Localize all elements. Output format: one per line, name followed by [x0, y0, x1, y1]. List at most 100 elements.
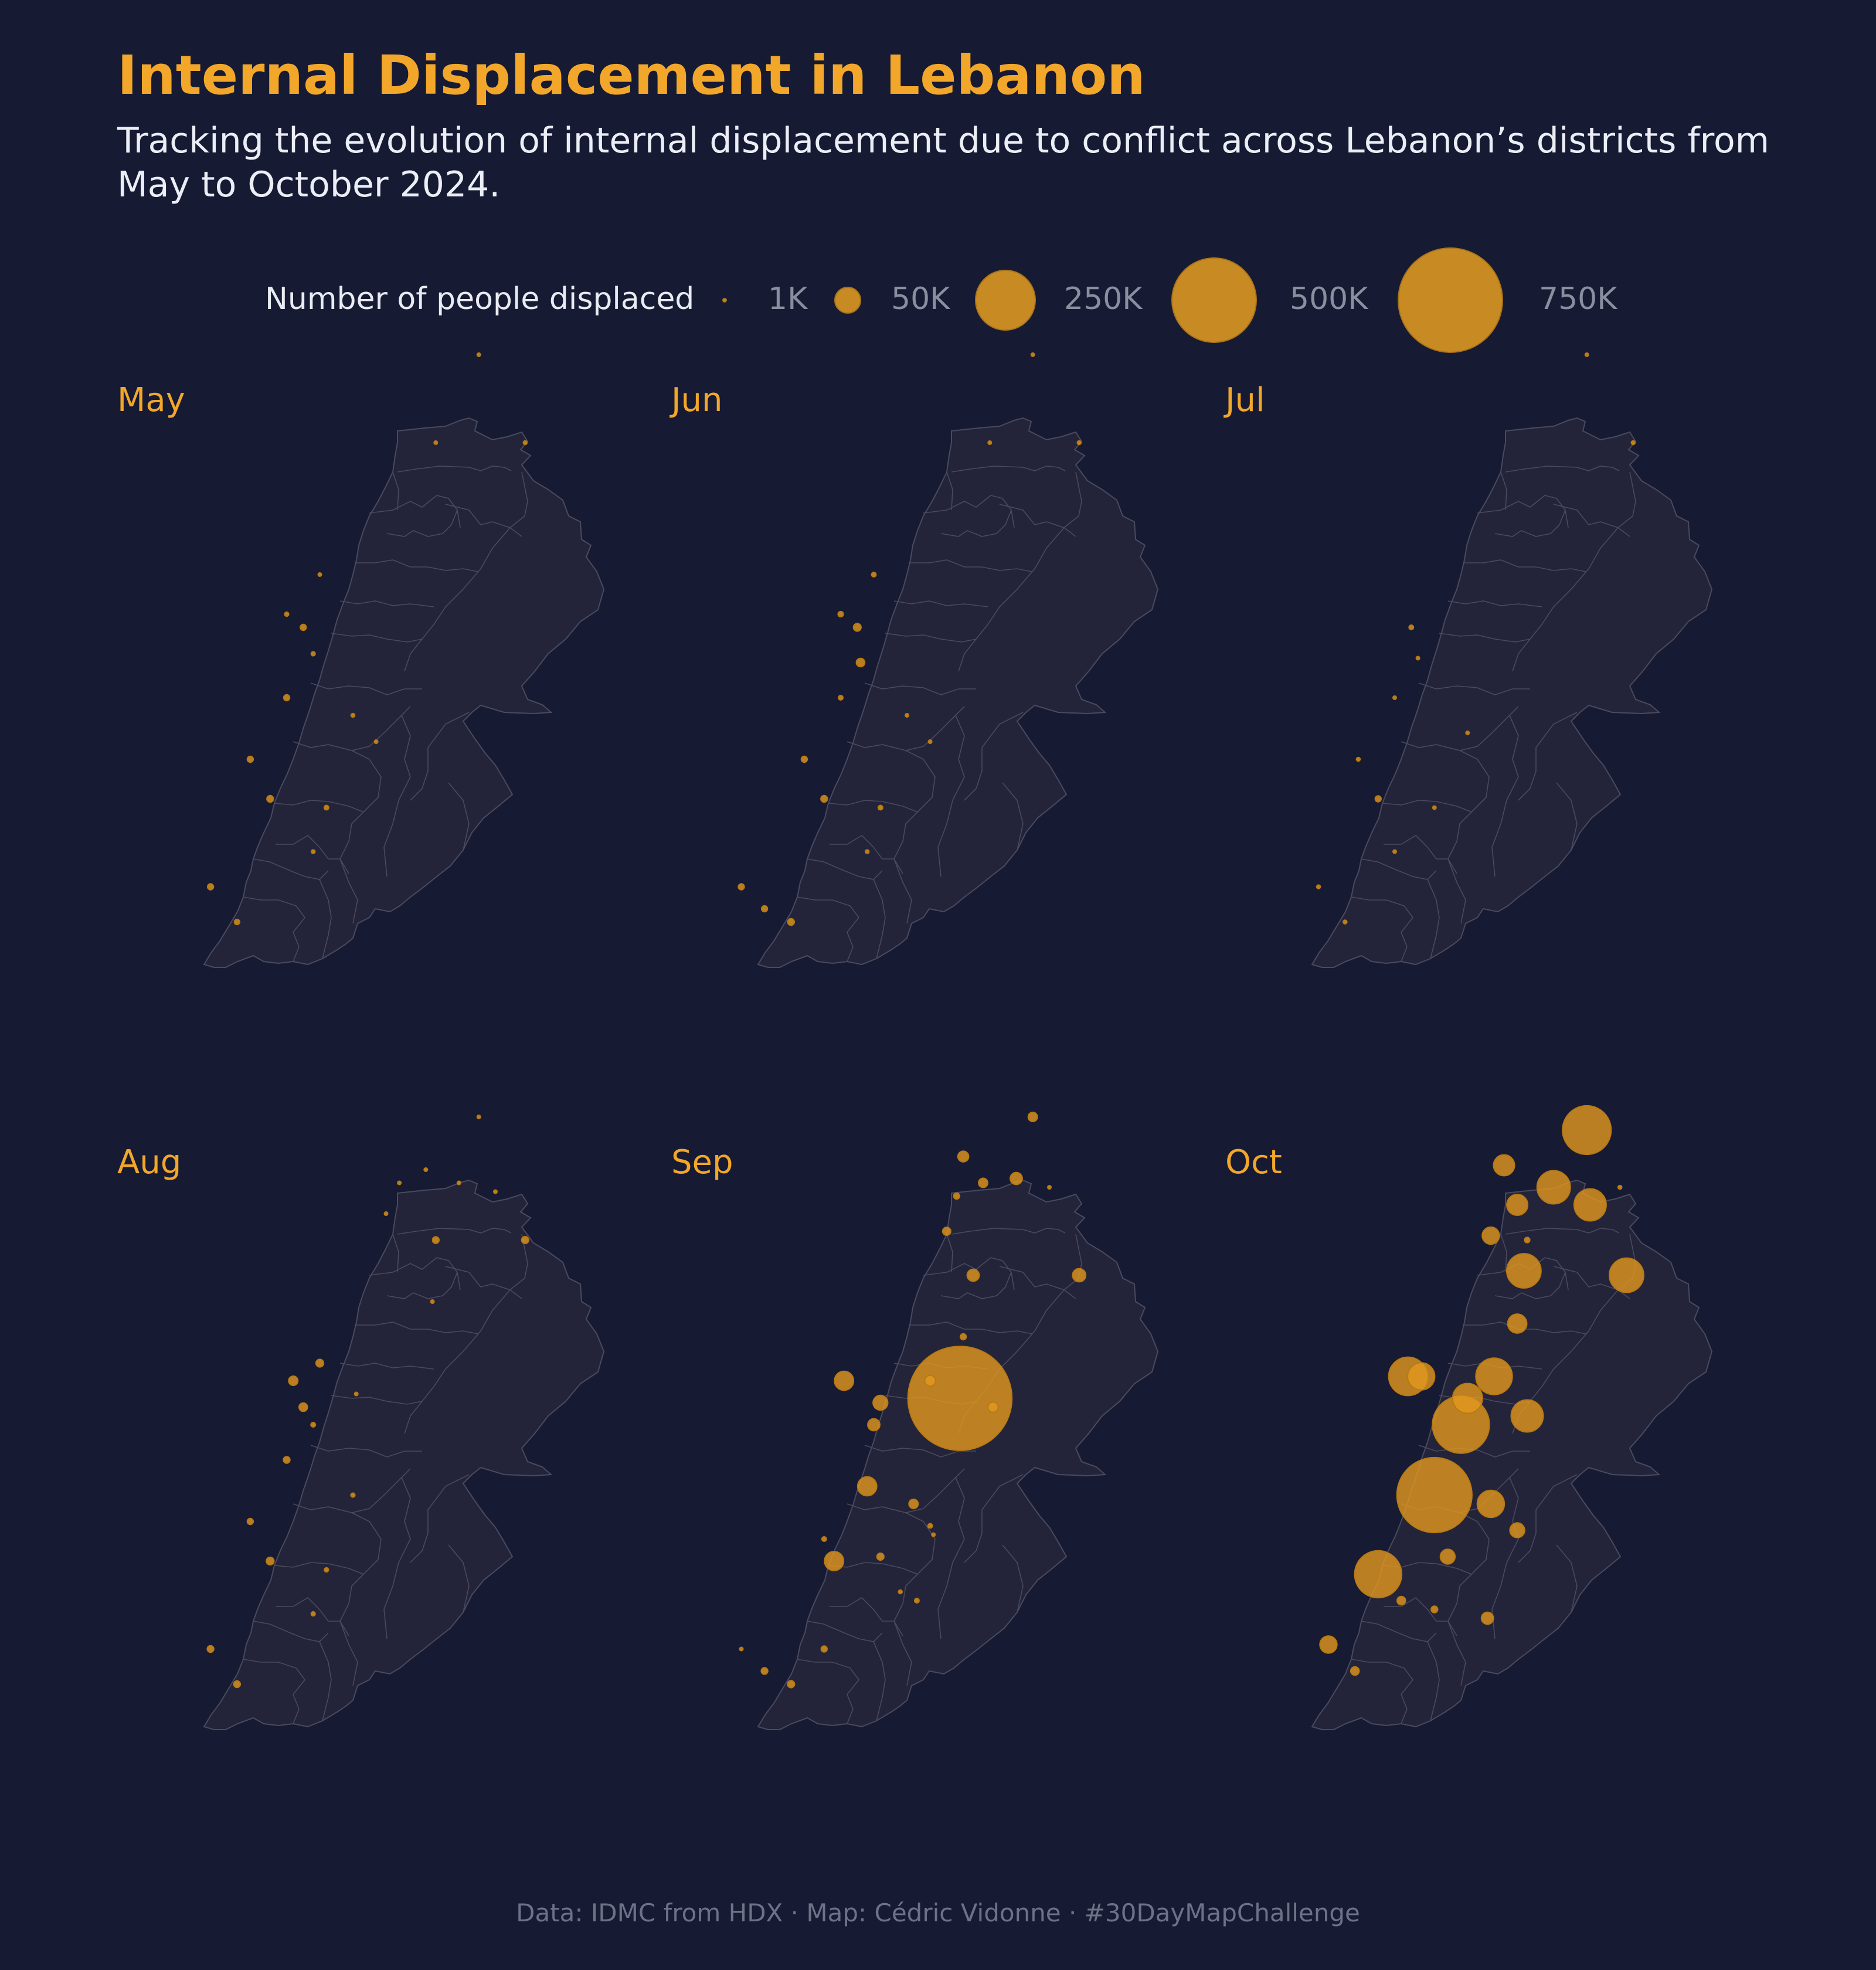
- displacement-bubble: [978, 1177, 988, 1188]
- displacement-bubble: [493, 1189, 498, 1194]
- district-border: [319, 879, 332, 959]
- district-border: [1401, 1694, 1408, 1724]
- district-border: [1361, 1621, 1437, 1642]
- displacement-bubble: [1476, 1489, 1505, 1519]
- legend-circle: [722, 298, 727, 303]
- district-border: [331, 633, 423, 643]
- displacement-bubble: [430, 1299, 435, 1304]
- displacement-bubble: [324, 1567, 329, 1573]
- displacement-bubble: [1452, 1383, 1483, 1414]
- displacement-bubble: [1609, 1257, 1644, 1293]
- page-title: Internal Displacement in Lebanon: [117, 44, 1146, 107]
- displacement-bubble: [1509, 1522, 1525, 1538]
- displacement-bubble: [953, 1192, 960, 1200]
- district-border: [410, 1474, 470, 1563]
- district-border: [893, 1512, 936, 1622]
- displacement-bubble: [1319, 1635, 1338, 1654]
- displacement-bubble: [1506, 1253, 1542, 1289]
- displacement-bubble: [383, 1211, 389, 1216]
- displacement-bubble: [821, 1536, 827, 1542]
- lebanon-outline: [1311, 1179, 1713, 1730]
- district-border: [864, 682, 976, 695]
- lebanon-outline: [757, 1179, 1159, 1730]
- district-border: [999, 504, 1076, 537]
- district-border: [310, 682, 422, 695]
- district-border: [937, 715, 965, 877]
- displacement-bubble: [852, 623, 862, 632]
- displacement-bubble: [876, 1552, 885, 1561]
- district-border: [253, 1621, 329, 1642]
- district-border: [355, 1322, 478, 1334]
- district-border: [873, 1641, 886, 1721]
- displacement-bubble: [1510, 1399, 1544, 1433]
- district-border: [1002, 1544, 1024, 1613]
- district-border: [355, 559, 478, 572]
- displacement-bubble: [1584, 352, 1589, 357]
- displacement-bubble: [1475, 1357, 1513, 1395]
- displacement-bubble: [1316, 884, 1321, 889]
- district-border: [1500, 471, 1507, 511]
- district-border: [1500, 1234, 1507, 1273]
- displacement-bubble: [1354, 1550, 1402, 1599]
- district-border: [847, 706, 965, 751]
- displacement-bubble: [877, 804, 883, 811]
- displacement-bubble: [298, 1402, 308, 1412]
- displacement-bubble: [266, 794, 274, 803]
- district-border: [893, 750, 936, 860]
- district-border: [1011, 1272, 1015, 1290]
- map-panel-may: [203, 352, 605, 968]
- displacement-bubble: [206, 883, 215, 891]
- displacement-bubble: [354, 1391, 359, 1397]
- district-border: [1505, 466, 1620, 473]
- district-border: [885, 633, 977, 643]
- displacement-bubble: [1507, 1313, 1528, 1334]
- displacement-bubble: [800, 755, 808, 763]
- displacement-bubble: [1396, 1595, 1406, 1606]
- displacement-bubble: [283, 694, 291, 702]
- district-border: [937, 1477, 965, 1639]
- displacement-bubble: [300, 623, 307, 631]
- district-border: [410, 712, 470, 801]
- legend-label: 1K: [768, 281, 808, 317]
- displacement-bubble: [1630, 440, 1636, 446]
- district-border: [847, 1468, 965, 1513]
- district-border: [909, 1322, 1032, 1334]
- displacement-bubble: [987, 440, 993, 445]
- displacement-bubble: [423, 1167, 429, 1172]
- displacement-bubble: [1396, 1456, 1473, 1534]
- district-border: [847, 932, 854, 962]
- lebanon-outline: [203, 1179, 605, 1730]
- district-border: [274, 800, 364, 813]
- district-border: [339, 1363, 434, 1370]
- displacement-bubble: [310, 651, 316, 657]
- displacement-bubble: [1506, 1194, 1529, 1216]
- district-border: [1512, 471, 1636, 672]
- displacement-bubble: [323, 804, 329, 811]
- district-border: [828, 800, 918, 813]
- district-border: [293, 932, 300, 962]
- district-border: [797, 1659, 860, 1695]
- displacement-bubble: [760, 1667, 769, 1675]
- legend-circle: [834, 286, 862, 314]
- size-legend: Number of people displaced 1K 50K 250K 500K…: [0, 240, 1876, 358]
- district-border: [457, 1272, 461, 1290]
- displacement-bubble: [820, 1645, 828, 1653]
- legend-label: 500K: [1290, 281, 1368, 317]
- district-border: [243, 1659, 306, 1695]
- district-border: [1463, 1322, 1586, 1334]
- map-panel-aug: [203, 1115, 605, 1730]
- district-border: [1401, 932, 1408, 962]
- displacement-bubble: [246, 1517, 254, 1526]
- district-border: [1418, 1445, 1530, 1458]
- lebanon-outline: [757, 417, 1159, 968]
- district-border: [339, 600, 434, 607]
- district-border: [404, 471, 528, 672]
- district-border: [1463, 559, 1586, 572]
- displacement-bubble: [1076, 440, 1082, 446]
- displacement-bubble: [924, 1374, 936, 1387]
- lebanon-outline: [203, 417, 605, 968]
- district-border: [1565, 1272, 1569, 1290]
- displacement-bubble: [521, 1235, 529, 1245]
- district-border: [1518, 1474, 1578, 1563]
- displacement-bubble: [739, 1646, 744, 1652]
